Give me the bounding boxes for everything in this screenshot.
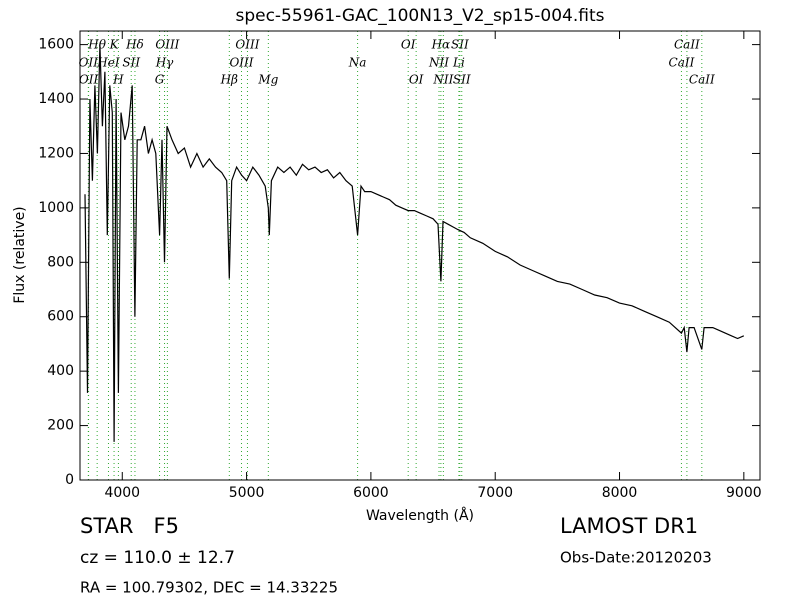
chart-title: spec-55961-GAC_100N13_V2_sp15-004.fits (235, 6, 604, 26)
x-tick-label: 7000 (477, 485, 513, 501)
spectral-line-label: SII (122, 56, 140, 70)
spectral-line-label: CaII (674, 38, 700, 52)
y-tick-label: 400 (47, 363, 74, 379)
coords-label: RA = 100.79302, DEC = 14.33225 (80, 579, 338, 597)
spectral-line-label: SII (453, 73, 471, 87)
spectral-line-label: Hθ (87, 38, 106, 52)
y-axis-label: Flux (relative) (12, 206, 28, 303)
date-label: Obs-Date:20120203 (560, 549, 712, 567)
spectral-line-label: Hβ (220, 73, 238, 87)
y-tick-label: 1600 (38, 37, 74, 53)
spectral-line-label: Hδ (125, 38, 144, 52)
spectral-line-label: Na (348, 56, 367, 70)
spectral-line-label: OIII (155, 38, 179, 52)
class-label: STAR F5 (80, 514, 179, 538)
x-tick-label: 5000 (229, 485, 265, 501)
spectral-line-label: Mg (257, 73, 278, 87)
y-tick-label: 0 (65, 472, 74, 488)
spectral-line-label: CaII (669, 56, 695, 70)
spectral-line-label: K (109, 38, 120, 52)
y-tick-label: 800 (47, 254, 74, 270)
spectral-line-label: OIII (229, 56, 253, 70)
spectral-line-label: Hα (431, 38, 451, 52)
x-axis-label: Wavelength (Å) (366, 507, 474, 524)
x-tick-label: 4000 (104, 485, 140, 501)
spectral-line-label: NII (428, 56, 449, 70)
spectral-line-label: Hγ (155, 56, 174, 70)
spectral-line-label: OII (79, 73, 99, 87)
cz-label: cz = 110.0 ± 12.7 (80, 548, 235, 568)
y-tick-label: 1400 (38, 91, 74, 107)
spectral-line-label: OI (401, 38, 416, 52)
spectral-line-label: SII (451, 38, 469, 52)
x-tick-label: 6000 (353, 485, 389, 501)
spectral-line-label: Li (452, 56, 465, 70)
survey-label: LAMOST DR1 (560, 514, 698, 538)
y-tick-label: 200 (47, 418, 74, 434)
y-tick-label: 1200 (38, 145, 74, 161)
y-tick-label: 1000 (38, 200, 74, 216)
spectral-line-label: CaII (689, 73, 715, 87)
spectral-line-label: OII (79, 56, 99, 70)
spectral-line-label: HeI (96, 56, 120, 70)
spectral-line-label: OIII (235, 38, 259, 52)
spectral-line-label: H (112, 73, 124, 87)
spectral-line-label: OI (409, 73, 424, 87)
y-tick-label: 600 (47, 309, 74, 325)
spectral-line-label: NII (432, 73, 453, 87)
spectral-line-label: G (155, 73, 165, 87)
plot-frame (79, 30, 761, 481)
x-tick-label: 8000 (602, 485, 638, 501)
spectrum-line (84, 44, 745, 442)
x-tick-label: 9000 (726, 485, 762, 501)
